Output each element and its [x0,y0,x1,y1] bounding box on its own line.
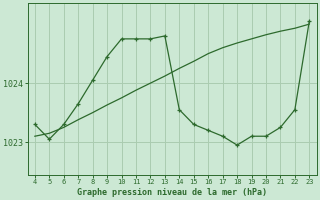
X-axis label: Graphe pression niveau de la mer (hPa): Graphe pression niveau de la mer (hPa) [77,188,267,197]
